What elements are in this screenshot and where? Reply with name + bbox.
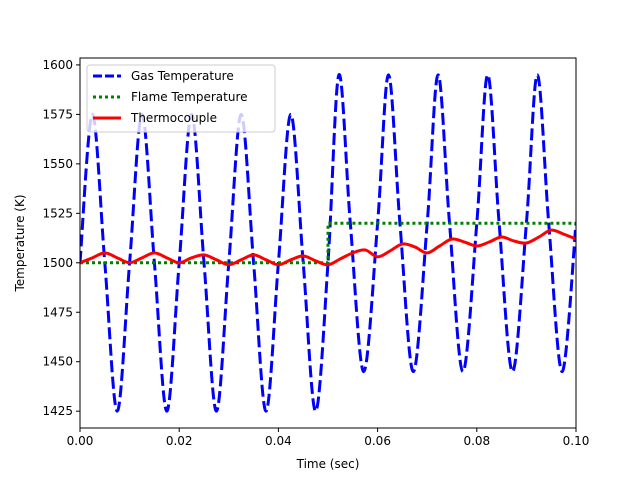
y-tick-label: 1500 — [42, 256, 73, 270]
x-tick-label: 0.00 — [67, 434, 94, 448]
x-tick-label: 0.10 — [563, 434, 590, 448]
y-tick-label: 1550 — [42, 157, 73, 171]
legend-label-flame-temperature: Flame Temperature — [131, 90, 248, 104]
y-tick-label: 1525 — [42, 206, 73, 220]
ticks-layer: 0.00 0.02 0.04 0.06 0.08 0.10 1425 1450 1475 1500… — [42, 58, 589, 448]
y-tick-label: 1575 — [42, 107, 73, 121]
x-tick-label: 0.02 — [166, 434, 193, 448]
series-line-gas-temperature — [80, 73, 576, 413]
legend-box — [86, 64, 276, 133]
series-layer — [80, 73, 576, 413]
y-tick-label: 1450 — [42, 355, 73, 369]
legend-label-gas-temperature: Gas Temperature — [131, 69, 234, 83]
x-axis-label: Time (sec) — [296, 457, 360, 471]
y-tick-label: 1475 — [42, 305, 73, 319]
y-axis-label: Temperature (K) — [13, 194, 27, 292]
legend-label-thermocouple: Thermocouple — [130, 111, 217, 125]
x-tick-label: 0.08 — [463, 434, 490, 448]
x-tick-label: 0.04 — [265, 434, 292, 448]
series-line-thermocouple — [80, 228, 576, 267]
y-tick-label: 1425 — [42, 404, 73, 418]
legend: Gas Temperature Flame Temperature Thermoco… — [86, 64, 276, 133]
plot-frame — [79, 57, 577, 429]
y-tick-label: 1600 — [42, 58, 73, 72]
x-tick-label: 0.06 — [364, 434, 391, 448]
